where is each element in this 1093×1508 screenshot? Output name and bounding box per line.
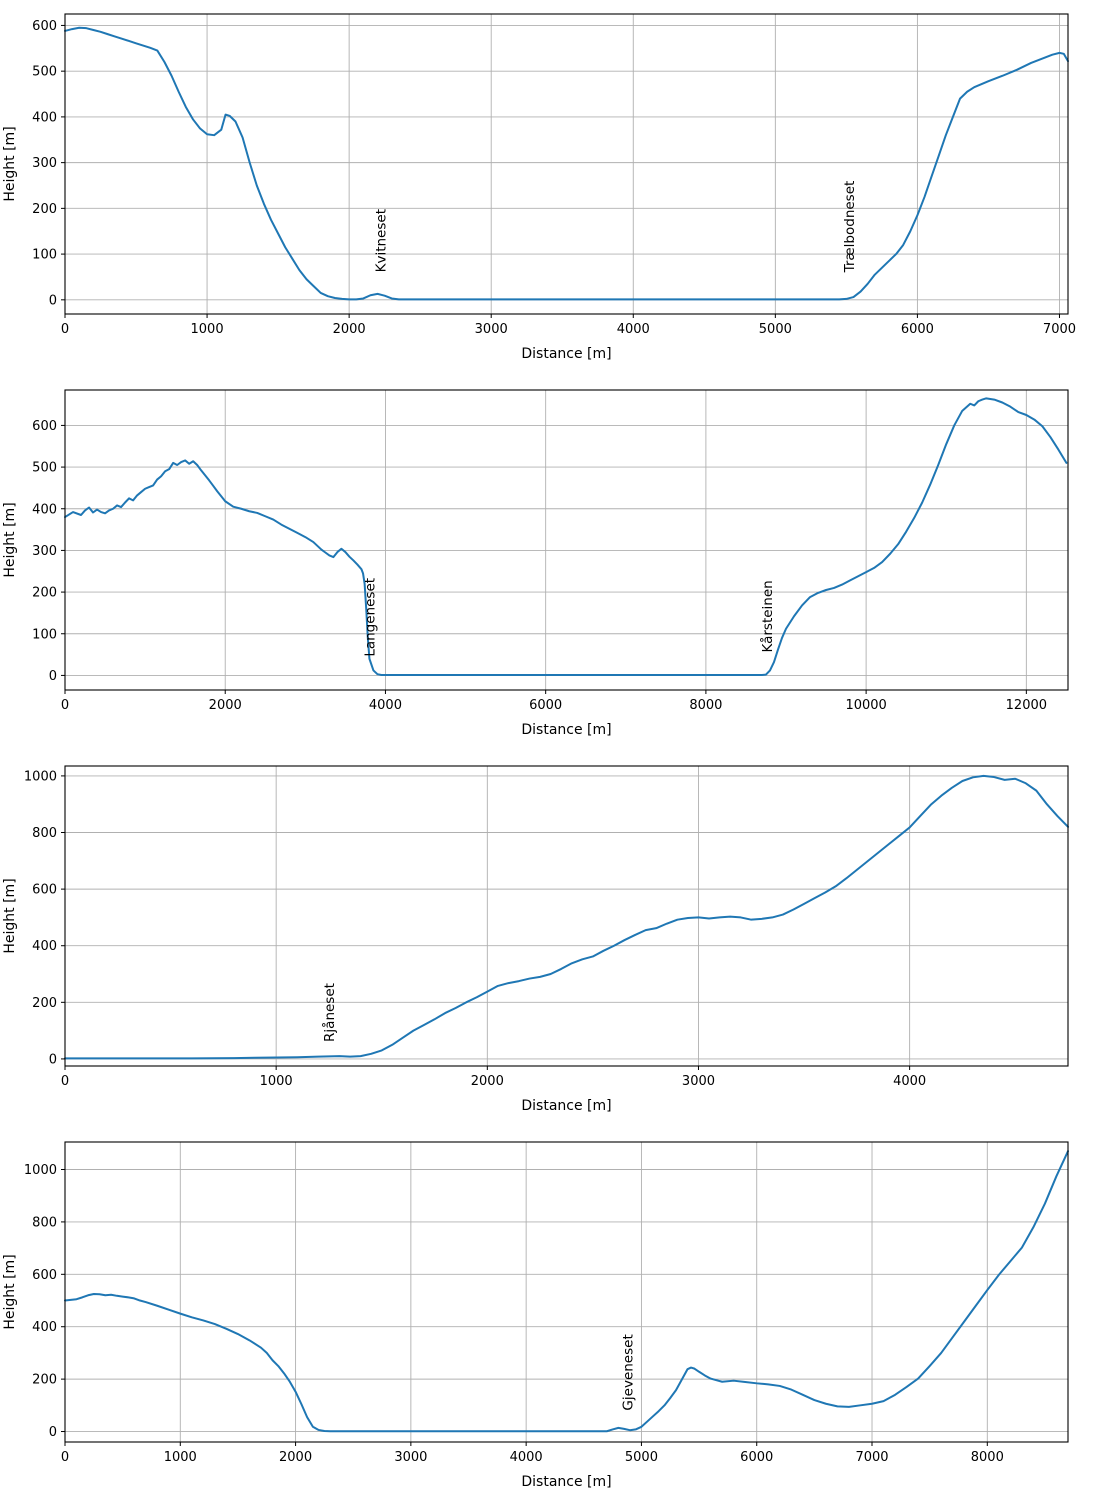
- x-tick-label: 4000: [369, 698, 402, 713]
- y-tick-label: 300: [32, 156, 57, 171]
- x-tick-label: 3000: [394, 1450, 427, 1465]
- y-tick-label: 200: [32, 586, 57, 601]
- elevation-line: [64, 1150, 1069, 1433]
- elevation-line: [64, 397, 1068, 676]
- elevation-line: [64, 26, 1069, 301]
- line-chart-canvas: 0 1000 2000 3000 4000 5000 6000 7000 8000 0 200 400…: [0, 1128, 1093, 1504]
- x-tick-label: 4000: [893, 1074, 926, 1089]
- axes-spines: [64, 389, 1069, 691]
- x-tick-label: 3000: [682, 1074, 715, 1089]
- y-axis-label: Height [m]: [2, 126, 18, 201]
- place-annotation: Kårsteinen: [759, 580, 776, 652]
- x-tick-label: 2000: [333, 322, 366, 337]
- line-chart-canvas: 0 2000 4000 6000 8000 10000 12000 0 100 200 300 400…: [0, 376, 1093, 752]
- y-tick-label: 600: [32, 19, 57, 34]
- y-tick-label: 0: [49, 669, 57, 684]
- place-annotation: Rjåneset: [321, 983, 338, 1042]
- y-tick-label: 800: [32, 1215, 57, 1230]
- y-tick-label: 1000: [24, 769, 57, 784]
- y-tick-label: 600: [32, 1268, 57, 1283]
- x-tick-label: 6000: [901, 322, 934, 337]
- x-tick-label: 6000: [529, 698, 562, 713]
- y-tick-label: 300: [32, 544, 57, 559]
- line-chart-canvas: 0 1000 2000 3000 4000 5000 6000 7000 0 100 200 300 4…: [0, 0, 1093, 376]
- y-tick-label: 0: [49, 293, 57, 308]
- x-tick-label: 4000: [510, 1450, 543, 1465]
- y-axis-label: Height [m]: [2, 878, 18, 953]
- place-annotation: Gjeveneset: [621, 1334, 637, 1410]
- place-annotation: Kvitneset: [373, 209, 389, 272]
- y-tick-label: 1000: [24, 1163, 57, 1178]
- x-tick-label: 5000: [759, 322, 792, 337]
- y-tick-label: 800: [32, 826, 57, 841]
- axes-spines: [64, 765, 1069, 1067]
- y-tick-label: 400: [32, 1320, 57, 1335]
- x-tick-label: 1000: [164, 1450, 197, 1465]
- axes-spines: [64, 1141, 1069, 1443]
- x-tick-label: 3000: [475, 322, 508, 337]
- figure-background: [0, 752, 1093, 1128]
- y-tick-label: 100: [32, 627, 57, 642]
- x-tick-label: 0: [61, 1074, 69, 1089]
- y-tick-label: 400: [32, 110, 57, 125]
- y-tick-label: 500: [32, 461, 57, 476]
- place-annotation: Trælbodneset: [842, 181, 858, 274]
- elevation-profile-1: 0 1000 2000 3000 4000 5000 6000 7000 0 100 200 300 4…: [0, 0, 1093, 376]
- y-axis-label: Height [m]: [2, 1254, 18, 1329]
- x-axis-label: Distance [m]: [521, 722, 611, 738]
- x-tick-label: 2000: [279, 1450, 312, 1465]
- y-tick-label: 200: [32, 996, 57, 1011]
- y-tick-label: 500: [32, 65, 57, 80]
- y-tick-label: 400: [32, 939, 57, 954]
- y-tick-label: 0: [49, 1052, 57, 1067]
- x-tick-label: 2000: [209, 698, 242, 713]
- x-tick-label: 8000: [689, 698, 722, 713]
- place-annotation: Langeneset: [362, 578, 378, 657]
- elevation-line: [64, 774, 1069, 1060]
- axes-spines: [64, 13, 1069, 315]
- x-tick-label: 0: [61, 322, 69, 337]
- elevation-profile-3: 0 1000 2000 3000 4000 0 200 400 600 800 1000 Distan…: [0, 752, 1093, 1128]
- y-tick-label: 0: [49, 1425, 57, 1440]
- x-axis-label: Distance [m]: [521, 346, 611, 362]
- y-tick-label: 600: [32, 419, 57, 434]
- figure-background: [0, 1128, 1093, 1504]
- y-tick-label: 100: [32, 248, 57, 263]
- y-tick-label: 600: [32, 883, 57, 898]
- x-tick-label: 7000: [855, 1450, 888, 1465]
- y-tick-label: 200: [32, 202, 57, 217]
- x-tick-label: 6000: [740, 1450, 773, 1465]
- x-tick-label: 12000: [1006, 698, 1047, 713]
- figure-background: [0, 0, 1093, 376]
- elevation-profile-4: 0 1000 2000 3000 4000 5000 6000 7000 8000 0 200 400…: [0, 1128, 1093, 1504]
- x-tick-label: 2000: [471, 1074, 504, 1089]
- x-tick-label: 8000: [971, 1450, 1004, 1465]
- x-tick-label: 5000: [625, 1450, 658, 1465]
- x-tick-label: 1000: [260, 1074, 293, 1089]
- x-axis-label: Distance [m]: [521, 1098, 611, 1114]
- x-axis-label: Distance [m]: [521, 1474, 611, 1490]
- x-tick-label: 1000: [191, 322, 224, 337]
- x-tick-label: 0: [61, 1450, 69, 1465]
- y-axis-label: Height [m]: [2, 502, 18, 577]
- y-tick-label: 200: [32, 1373, 57, 1388]
- line-chart-canvas: 0 1000 2000 3000 4000 0 200 400 600 800 1000 Distan…: [0, 752, 1093, 1128]
- figure-background: [0, 376, 1093, 752]
- x-tick-label: 7000: [1043, 322, 1076, 337]
- y-tick-label: 400: [32, 502, 57, 517]
- x-tick-label: 10000: [845, 698, 886, 713]
- x-tick-label: 0: [61, 698, 69, 713]
- elevation-profile-2: 0 2000 4000 6000 8000 10000 12000 0 100 200 300 400…: [0, 376, 1093, 752]
- x-tick-label: 4000: [617, 322, 650, 337]
